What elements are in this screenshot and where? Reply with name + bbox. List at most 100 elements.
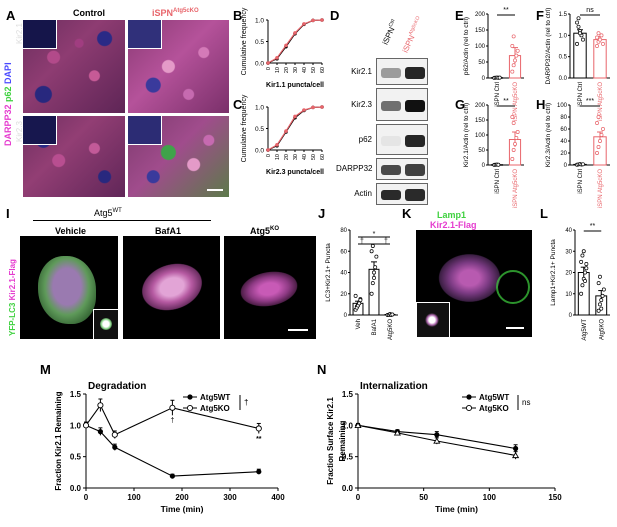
chart-n-legend-marker: [465, 404, 473, 412]
chart-n-series-line: [357, 424, 516, 456]
chart-h-point: [581, 162, 585, 167]
panel-letter-j: J: [318, 206, 326, 221]
chart-m-xtick-label: 100: [127, 493, 141, 502]
scale-bar-i: [288, 329, 308, 331]
chart-b-point: [275, 56, 279, 60]
blot-row-label: Kir2.3: [351, 99, 372, 109]
chart-g-ytick-label: 200: [475, 103, 486, 109]
chart-j-category-label: BafA1: [372, 318, 378, 335]
chart-l-category-label: Atg5WT: [582, 319, 588, 341]
chart-g-ylabel: Kir2.1/Actin (rel to ctrl): [463, 103, 470, 167]
chart-m-point: [169, 473, 175, 479]
chart-h-ytick-label: 20: [560, 151, 567, 157]
inset-ispn-kir21: [128, 20, 162, 49]
chart-j-category-label: Veh: [356, 319, 362, 329]
chart-l-point: [579, 259, 584, 264]
panel-i-group-sup: WT: [112, 208, 122, 214]
chart-b-xtick-label: 10: [275, 67, 281, 73]
micrograph-ispn-kir23: [128, 116, 229, 197]
panel-letter-c: C: [233, 97, 243, 112]
chart-n-xlabel: Time (min): [435, 504, 478, 514]
chart-j-point: [372, 275, 376, 280]
chart-m-legend-label: Atg5WT: [200, 393, 230, 402]
micrograph-control-kir21: [23, 20, 125, 113]
chart-h-point: [595, 121, 599, 125]
blot-band-ko: [405, 66, 425, 79]
chart-b-xtick-label: 60: [320, 67, 326, 73]
scale-bar: [207, 189, 223, 191]
chart-e-ytick-label: 0: [482, 76, 486, 82]
chart-g-point: [496, 162, 501, 167]
chart-c-xtick-label: 0: [266, 154, 272, 157]
chart-l-point: [580, 283, 585, 288]
chart-j-significance: †: [360, 238, 364, 245]
chart-j-point: [374, 254, 379, 259]
chart-b-xtick-label: 50: [311, 67, 317, 73]
chart-b-xtick-label: 40: [302, 67, 308, 73]
chart-f-point: [575, 41, 579, 46]
chart-l-point: [597, 302, 602, 307]
blot-row-label: p62: [358, 134, 372, 144]
chart-c-point: [311, 105, 315, 110]
chart-j-point: [370, 243, 375, 248]
blot-band-wt: [381, 165, 401, 175]
chart-h-ytick-label: 80: [560, 115, 567, 121]
blot-band-wt: [381, 67, 401, 78]
panel-letter-e: E: [455, 8, 464, 23]
blot-band-wt: [381, 135, 401, 146]
panel-a-col-ispn-text: iSPN: [152, 8, 174, 18]
chart-c-point: [266, 148, 270, 152]
chart-f-significance: ns: [586, 7, 594, 14]
chart-c-ylabel: Cumulative frequency: [241, 94, 248, 162]
chart-g-point: [511, 121, 516, 125]
panel-a-col-ispn-sup: Atg5cKO: [173, 8, 199, 14]
chart-h-ytick-label: 40: [560, 139, 567, 145]
chart-b-point: [320, 18, 324, 22]
chart-m-title: Degradation: [88, 381, 146, 392]
panel-letter-n: N: [317, 362, 327, 377]
panel-letter-f: F: [536, 8, 544, 23]
chart-e-point: [511, 34, 516, 39]
chart-b-xtick-label: 20: [284, 67, 290, 73]
chart-m-ytick-label: 0.0: [70, 484, 82, 493]
chart-l-ytick-label: 40: [565, 228, 572, 234]
chart-l-point: [584, 262, 589, 266]
inset-lamp1: [416, 302, 450, 337]
chart-e-ylabel: p62/Actin (rel to ctrl): [463, 17, 470, 75]
chart-f-point: [581, 37, 585, 42]
blot-row-actin: [376, 183, 428, 205]
chart-n-ytick-label: 1.0: [342, 421, 354, 430]
chart-m-xtick-label: 300: [223, 493, 237, 502]
chart-f-ytick-label: 0.5: [559, 55, 568, 61]
chart-f-point: [576, 24, 581, 29]
chart-f-ytick-label: 1.5: [559, 12, 568, 18]
chart-l-ytick-label: 10: [565, 292, 572, 298]
chart-c-xtick-label: 50: [311, 154, 317, 160]
panel-i-col-vehicle: Vehicle: [55, 226, 87, 236]
chart-f-point: [599, 33, 604, 38]
chart-l-point: [599, 306, 604, 311]
chart-m-point: [169, 404, 176, 411]
chart-c-xtick-label: 40: [302, 154, 308, 160]
chart-n-series-line: [357, 424, 516, 450]
chart-l-ylabel: Lamp1+Kir2.1+ Puncta: [550, 239, 557, 306]
chart-n-point: [434, 432, 440, 438]
chart-c-point: [293, 114, 297, 119]
panel-i-col-ko-text: Atg5: [250, 226, 270, 236]
chart-e-point: [514, 53, 519, 58]
chart-e-point: [497, 75, 502, 80]
chart-h-ytick-label: 0: [564, 163, 568, 169]
chart-e-ytick-label: 150: [475, 28, 486, 34]
chart-e-point: [510, 69, 515, 74]
blot-band-wt: [381, 190, 401, 200]
chart-e-point: [513, 58, 517, 63]
chart-j-point: [357, 301, 362, 306]
blot-row-p62: [376, 124, 428, 155]
chart-n-legend-label: Atg5WT: [479, 393, 509, 402]
chart-c-xtick-label: 30: [293, 154, 299, 160]
panel-k-stain-lamp1: Lamp1: [437, 210, 467, 220]
chart-b-xtick-label: 0: [266, 67, 272, 70]
chart-g-category-label: iSPN Atg5cKO: [513, 169, 519, 208]
chart-c-xtick-label: 60: [320, 154, 326, 160]
blot-row-kir21: [376, 58, 428, 85]
